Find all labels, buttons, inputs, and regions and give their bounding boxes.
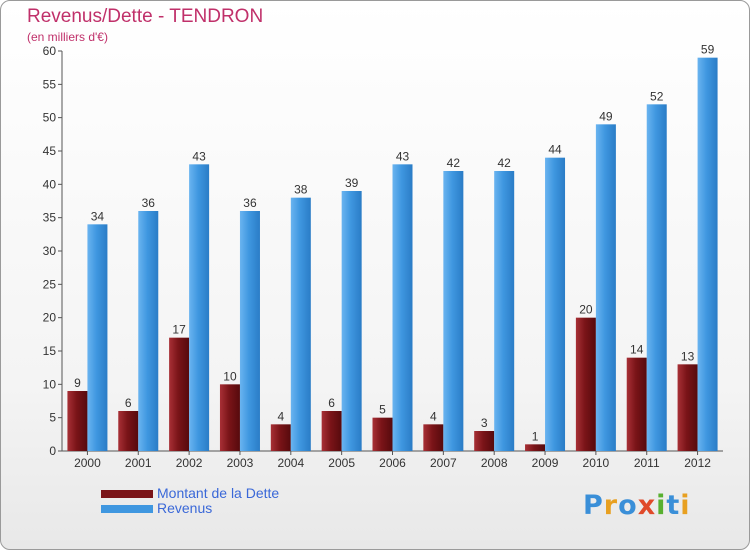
data-label-revenus: 49 [599, 109, 613, 123]
bar-revenus [290, 197, 311, 451]
y-tick-label: 55 [43, 77, 57, 91]
y-tick-label: 30 [43, 244, 57, 258]
y-tick-label: 50 [43, 111, 57, 125]
x-tick-label: 2007 [430, 456, 457, 470]
data-label-revenus: 39 [345, 176, 359, 190]
y-tick-label: 0 [49, 444, 56, 458]
bar-dette [321, 411, 342, 451]
data-label-revenus: 34 [91, 209, 105, 223]
chart-bars [67, 57, 718, 452]
data-label-revenus: 36 [243, 196, 257, 210]
data-label-revenus: 38 [294, 183, 308, 197]
x-tick-label: 2012 [684, 456, 711, 470]
legend-label-dette: Montant de la Dette [157, 485, 280, 501]
x-tick-label: 2002 [176, 456, 203, 470]
data-label-revenus: 42 [447, 156, 461, 170]
logo-letter: t [666, 490, 681, 521]
y-tick-label: 25 [43, 277, 57, 291]
bar-dette [525, 444, 546, 451]
x-tick-label: 2006 [379, 456, 406, 470]
x-tick-label: 2008 [481, 456, 508, 470]
x-tick-label: 2009 [532, 456, 559, 470]
y-tick-label: 35 [43, 211, 57, 225]
y-tick-label: 10 [43, 377, 57, 391]
x-tick-label: 2004 [277, 456, 304, 470]
bar-revenus [87, 224, 108, 451]
bar-revenus [189, 164, 210, 452]
y-tick-label: 40 [43, 177, 57, 191]
y-tick-label: 5 [49, 411, 56, 425]
bar-revenus [545, 157, 566, 451]
data-label-dette: 6 [125, 396, 132, 410]
data-label-dette: 3 [481, 416, 488, 430]
data-label-dette: 6 [328, 396, 335, 410]
bar-revenus [494, 171, 515, 451]
data-label-revenus: 43 [396, 149, 410, 163]
bar-dette [474, 431, 495, 451]
x-tick-label: 2010 [583, 456, 610, 470]
proxiti-logo: Proxiti [583, 490, 691, 521]
legend-swatch-dette [101, 490, 153, 498]
data-label-dette: 1 [532, 429, 539, 443]
data-label-dette: 13 [681, 349, 695, 363]
data-label-dette: 5 [379, 403, 386, 417]
bar-revenus [392, 164, 413, 452]
bar-dette [219, 384, 240, 451]
y-tick-label: 20 [43, 311, 57, 325]
y-tick-label: 60 [43, 44, 57, 58]
bar-dette [575, 317, 596, 451]
data-label-revenus: 44 [548, 143, 562, 157]
legend-swatch-revenus [101, 505, 153, 513]
data-label-revenus: 59 [701, 43, 715, 57]
logo-letter: P [583, 490, 604, 521]
data-label-revenus: 36 [142, 196, 156, 210]
data-label-revenus: 43 [192, 149, 206, 163]
x-tick-label: 2005 [328, 456, 355, 470]
bar-revenus [646, 104, 667, 451]
data-label-dette: 4 [430, 409, 437, 423]
data-label-dette: 9 [74, 376, 81, 390]
data-label-dette: 20 [579, 303, 593, 317]
x-tick-label: 2000 [74, 456, 101, 470]
data-label-dette: 17 [172, 323, 186, 337]
bar-dette [423, 424, 444, 451]
bar-dette [118, 411, 139, 451]
bar-dette [270, 424, 291, 451]
data-label-dette: 10 [223, 369, 237, 383]
bar-dette [372, 417, 393, 451]
logo-letter: o [618, 490, 638, 521]
x-tick-label: 2003 [227, 456, 254, 470]
bar-revenus [595, 124, 616, 451]
logo-letter: i [680, 490, 691, 521]
logo-letter: x [637, 490, 657, 521]
data-label-dette: 14 [630, 343, 644, 357]
chart-labels: 9342000636200117432002103620034382004639… [74, 43, 714, 470]
chart-subtitle: (en milliers d'€) [27, 30, 108, 44]
bar-dette [67, 391, 88, 451]
bar-revenus [341, 191, 362, 451]
bar-dette [677, 364, 698, 451]
bar-revenus [239, 211, 260, 451]
y-tick-label: 45 [43, 144, 57, 158]
logo-letter: i [656, 490, 667, 521]
bar-revenus [443, 171, 464, 451]
bar-revenus [697, 57, 718, 452]
bar-revenus [138, 211, 159, 451]
bar-dette [169, 337, 190, 451]
logo-letter: r [603, 490, 619, 521]
legend-label-revenus: Revenus [157, 500, 213, 516]
bar-dette [626, 357, 647, 451]
x-tick-label: 2001 [125, 456, 152, 470]
data-label-revenus: 52 [650, 89, 664, 103]
y-tick-label: 15 [43, 344, 57, 358]
data-label-revenus: 42 [498, 156, 512, 170]
x-tick-label: 2011 [634, 456, 660, 470]
chart-title: Revenus/Dette - TENDRON [27, 6, 264, 27]
data-label-dette: 4 [277, 409, 284, 423]
